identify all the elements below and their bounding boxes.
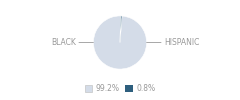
Text: HISPANIC: HISPANIC (147, 38, 199, 47)
Wedge shape (120, 16, 122, 42)
Text: BLACK: BLACK (51, 38, 93, 47)
Wedge shape (93, 16, 147, 69)
Legend: 99.2%, 0.8%: 99.2%, 0.8% (82, 81, 158, 96)
